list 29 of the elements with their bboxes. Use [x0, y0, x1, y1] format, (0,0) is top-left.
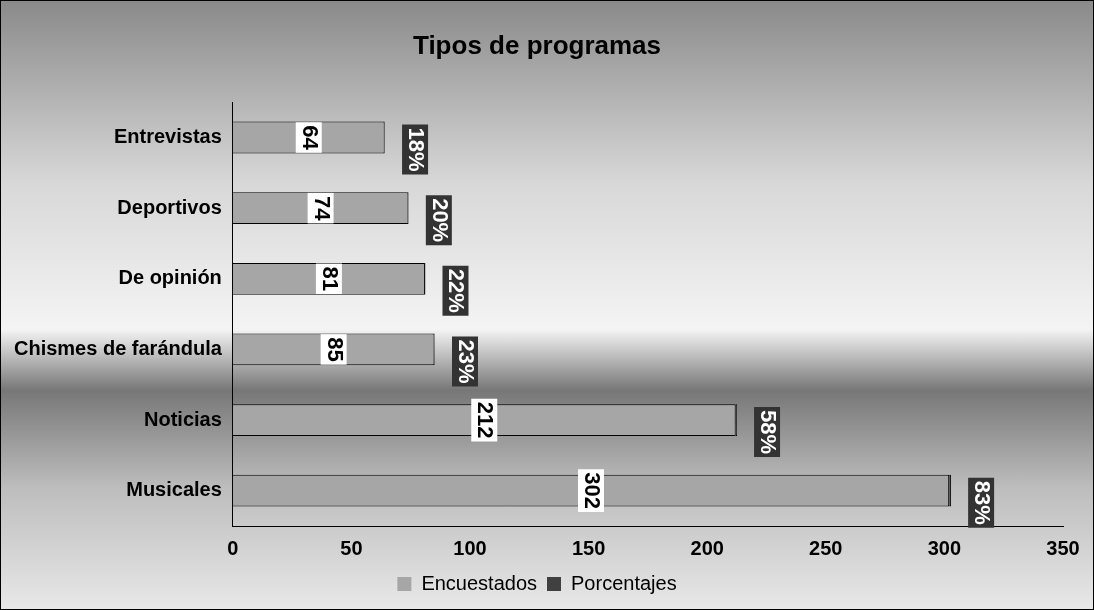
y-tick-label: Deportivos: [117, 195, 222, 218]
y-tick-label: Noticias: [144, 407, 222, 430]
data-label: 81: [317, 266, 343, 292]
x-tick-label: 50: [340, 536, 363, 559]
legend-label: Porcentajes: [571, 571, 677, 594]
data-label: 83%: [970, 480, 996, 525]
data-label: 85: [322, 337, 348, 362]
x-tick-label: 200: [690, 536, 724, 559]
x-tick-label: 0: [227, 536, 239, 559]
y-tick-label: Entrevistas: [114, 125, 222, 148]
data-label: 18%: [404, 127, 430, 172]
data-label: 74: [309, 195, 335, 222]
data-label: 58%: [755, 410, 781, 455]
x-tick-label: 350: [1046, 536, 1080, 559]
data-label: 212: [473, 401, 499, 439]
data-label: 20%: [427, 198, 453, 243]
legend-label: Encuestados: [421, 571, 538, 594]
x-tick-label: 150: [571, 536, 606, 559]
data-label: 64: [297, 125, 323, 151]
data-label: 22%: [444, 268, 470, 313]
x-tick-label: 250: [809, 536, 843, 559]
x-tick-label: 100: [453, 536, 487, 559]
y-tick-label: Chismes de farándula: [14, 336, 223, 359]
y-tick-label: De opinión: [118, 266, 222, 289]
chart-title: Tipos de programas: [412, 29, 662, 60]
data-label: 23%: [453, 339, 479, 384]
x-tick-label: 300: [927, 536, 962, 559]
data-label: 302: [579, 472, 605, 510]
y-tick-label: Musicales: [126, 478, 222, 501]
